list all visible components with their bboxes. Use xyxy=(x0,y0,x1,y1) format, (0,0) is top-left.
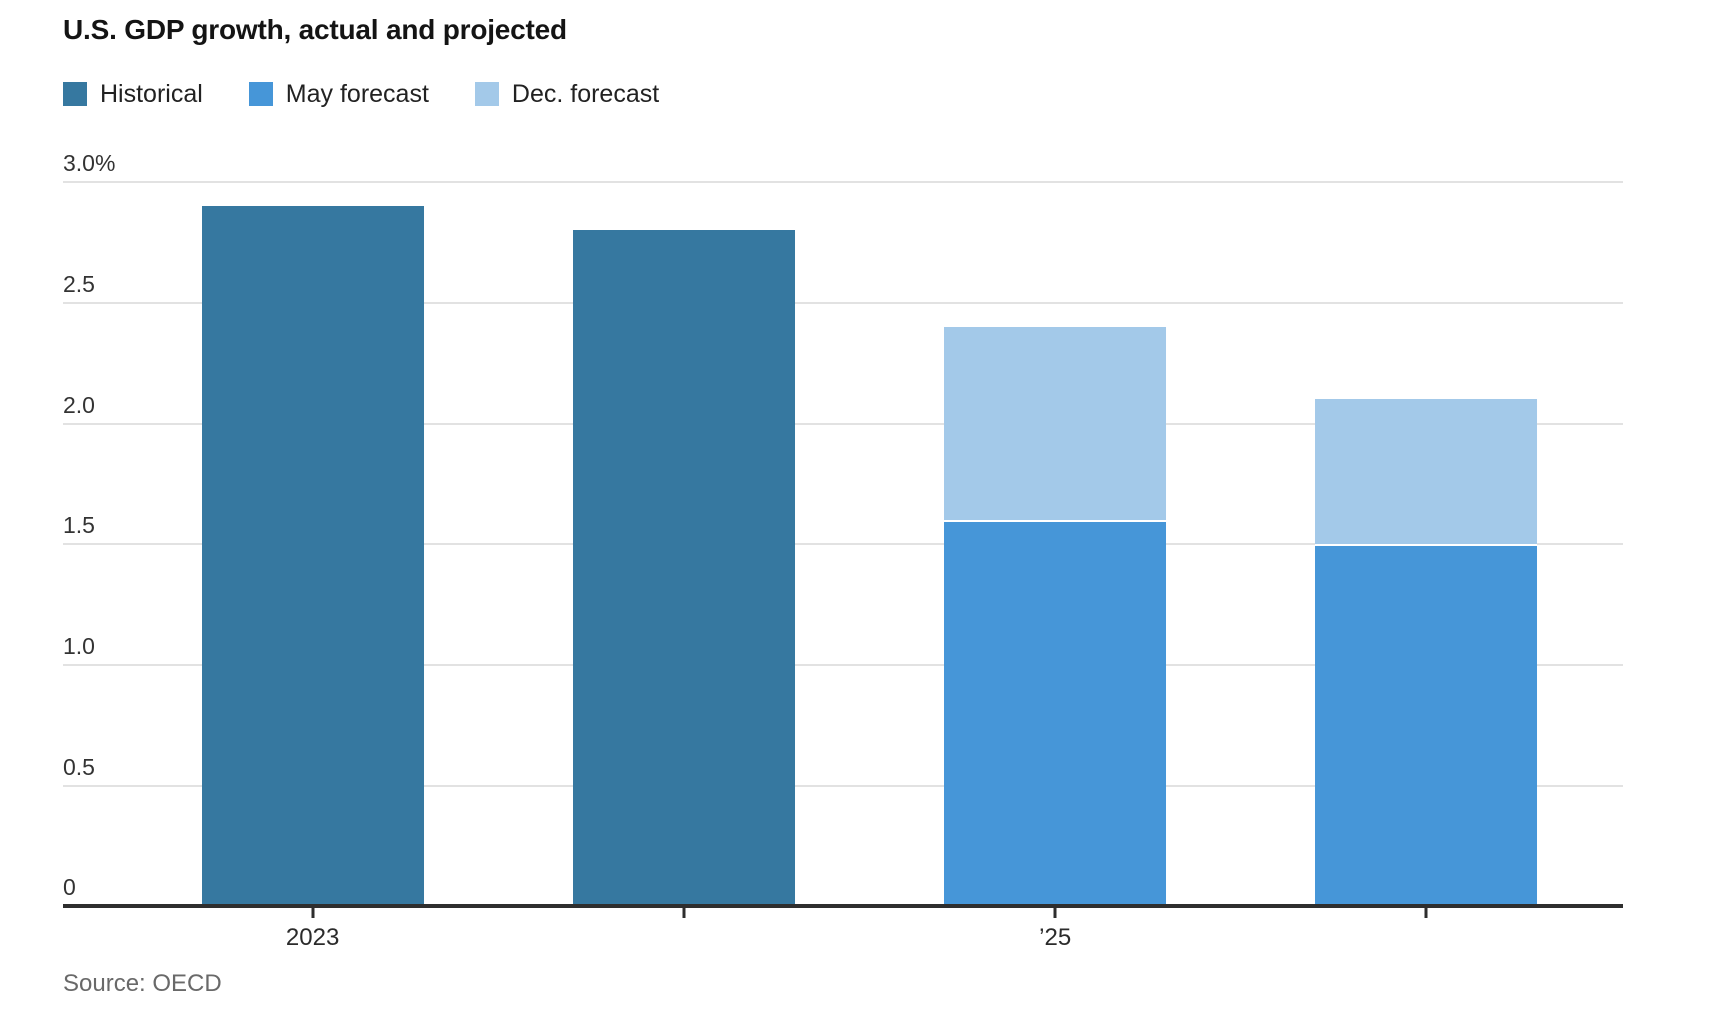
y-axis-label: 3.0% xyxy=(63,150,116,177)
y-axis-label: 2.5 xyxy=(63,270,95,297)
chart-title: U.S. GDP growth, actual and projected xyxy=(63,14,567,45)
bar-chart: 0 0.5 1.0 1.5 2.0 2.5 3.0% 2023 ’25 xyxy=(63,152,1623,951)
legend-label: May forecast xyxy=(285,79,429,108)
x-axis-label: 2023 xyxy=(285,924,340,952)
legend: Historical May forecast Dec. forecast xyxy=(63,80,1623,108)
y-axis-label: 0.5 xyxy=(63,753,95,780)
gridline xyxy=(63,181,1623,184)
y-axis-label: 1.5 xyxy=(63,512,95,539)
legend-item-historical: Historical xyxy=(63,80,203,109)
may-forecast-swatch-icon xyxy=(248,82,273,107)
bar-segment-historical xyxy=(572,230,795,907)
y-axis-label: 0 xyxy=(63,874,76,901)
bar-2024 xyxy=(572,182,795,907)
y-axis-label: 2.0 xyxy=(63,391,95,418)
legend-item-dec-forecast: Dec. forecast xyxy=(474,79,660,109)
historical-swatch-icon xyxy=(63,82,87,107)
bar-segment-dec-forecast xyxy=(1315,399,1538,545)
x-axis-tick xyxy=(1424,908,1428,919)
plot-area: 0 0.5 1.0 1.5 2.0 2.5 3.0% 2023 ’25 xyxy=(63,152,1623,951)
x-axis-tick xyxy=(682,908,686,919)
dec-forecast-swatch-icon xyxy=(474,82,499,107)
bar-segment-historical xyxy=(201,206,424,907)
x-axis-tick xyxy=(1053,908,1057,919)
legend-label: Historical xyxy=(100,79,203,108)
x-axis-tick xyxy=(311,908,315,919)
legend-item-may-forecast: May forecast xyxy=(248,79,429,109)
bar-2026 xyxy=(1315,182,1538,907)
bar-2025 xyxy=(944,182,1167,907)
y-axis-label: 1.0 xyxy=(63,632,95,659)
legend-label: Dec. forecast xyxy=(511,79,660,108)
gridline xyxy=(63,301,1623,304)
x-axis-baseline xyxy=(63,904,1623,909)
gridline xyxy=(63,663,1623,666)
gridline xyxy=(63,543,1623,546)
gridline xyxy=(63,422,1623,425)
bar-segment-may-forecast xyxy=(1315,544,1538,907)
bar-segment-dec-forecast xyxy=(944,327,1167,521)
bar-2023 xyxy=(201,182,424,907)
bar-segment-may-forecast xyxy=(944,520,1167,907)
x-axis-label: ’25 xyxy=(1039,924,1072,952)
source-attribution: Source: OECD xyxy=(63,970,222,998)
gridline xyxy=(63,784,1623,787)
